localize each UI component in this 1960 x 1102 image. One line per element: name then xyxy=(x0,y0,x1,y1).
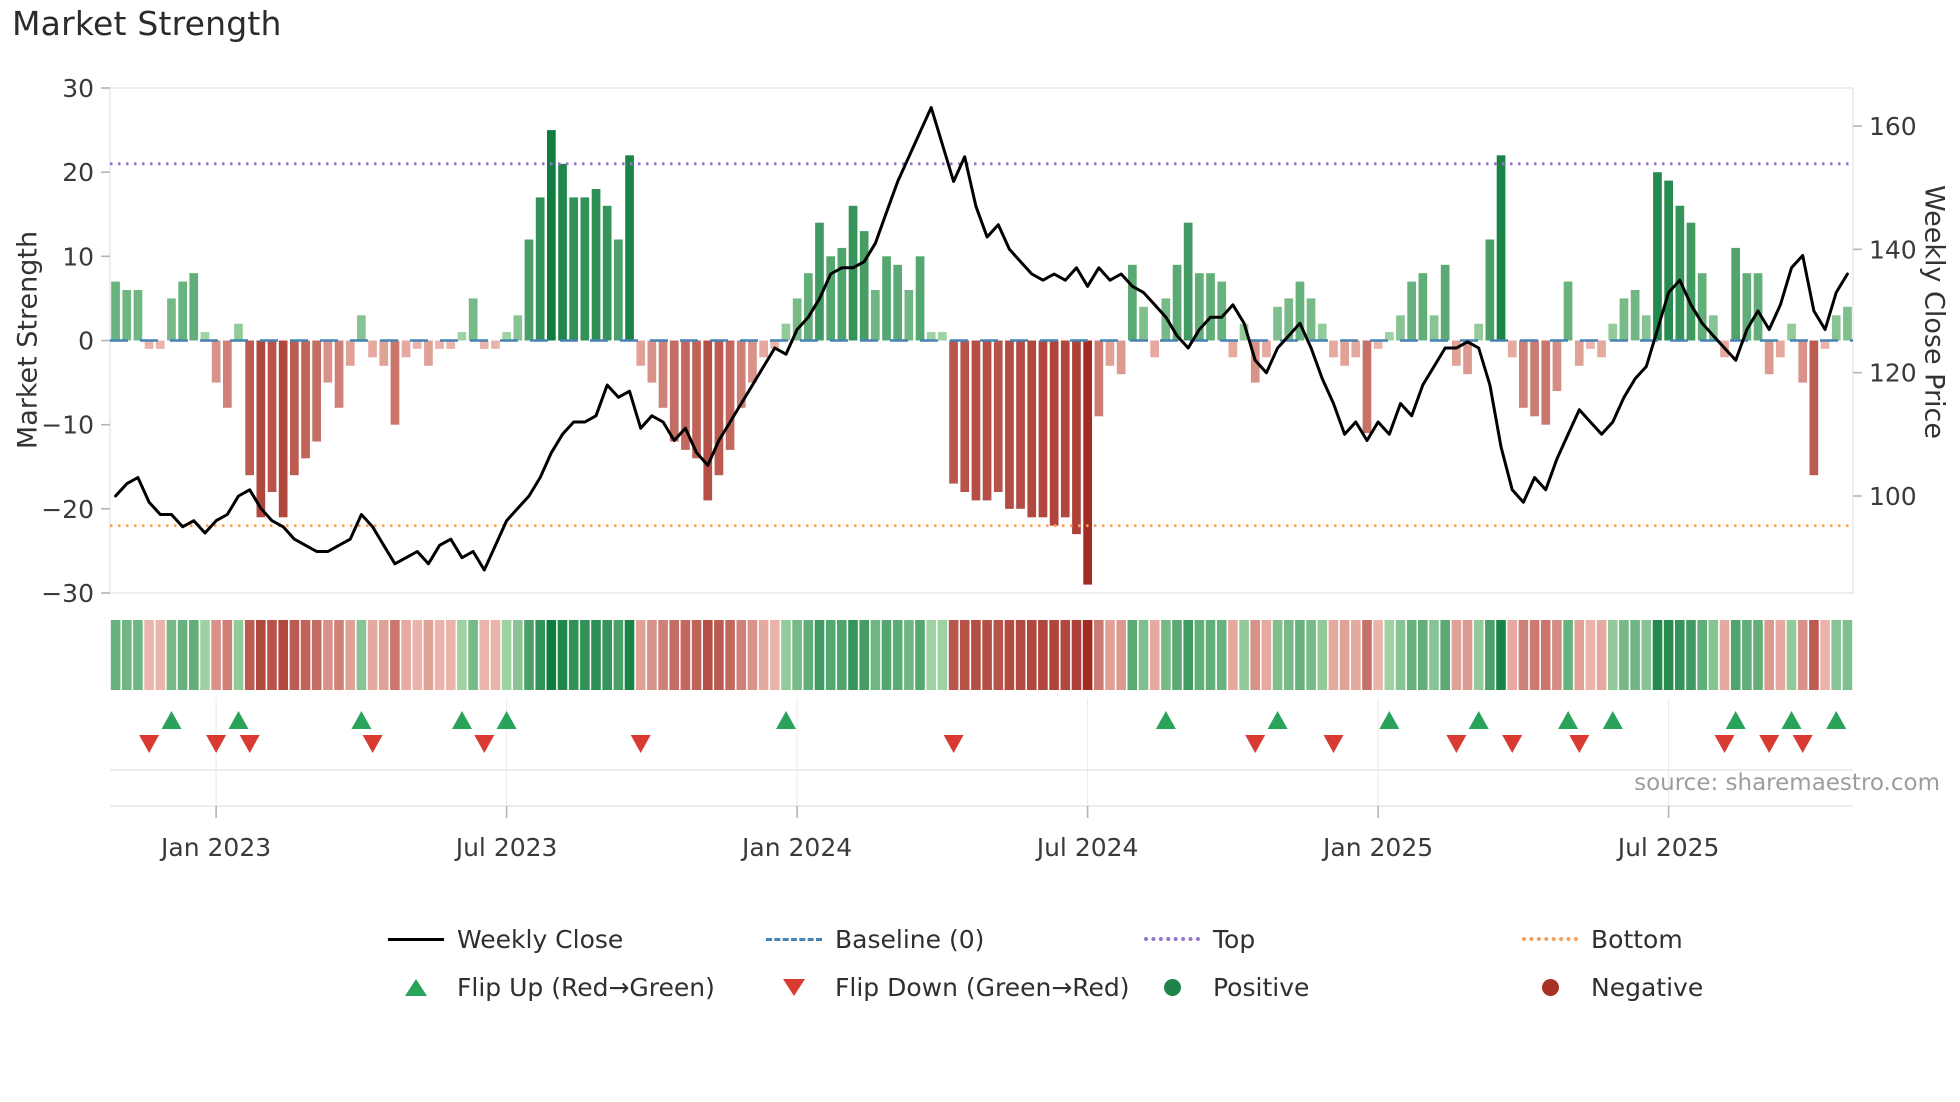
strength-heatmap xyxy=(110,620,1853,690)
legend-label-top: Top xyxy=(1213,924,1256,954)
legend-item-baseline: Baseline (0) xyxy=(764,918,1142,960)
right-axis-ticks: 160 140 120 100 xyxy=(1853,112,1917,511)
svg-text:Jan 2025: Jan 2025 xyxy=(1321,833,1433,862)
legend-item-top: Top xyxy=(1142,918,1520,960)
legend-label-flip-up: Flip Up (Red→Green) xyxy=(457,972,715,1002)
svg-text:120: 120 xyxy=(1869,359,1917,388)
legend-label-bottom: Bottom xyxy=(1591,924,1683,954)
source-attribution: source: sharemaestro.com xyxy=(1634,770,1940,796)
baseline-line-swatch xyxy=(766,937,822,941)
flip-down-markers xyxy=(139,735,1813,753)
legend-item-negative: Negative xyxy=(1520,966,1898,1008)
svg-text:10: 10 xyxy=(62,242,94,271)
svg-text:Jan 2023: Jan 2023 xyxy=(159,833,271,862)
legend-label-positive: Positive xyxy=(1213,972,1310,1002)
svg-text:−30: −30 xyxy=(41,579,94,608)
svg-text:0: 0 xyxy=(78,327,94,356)
svg-text:160: 160 xyxy=(1869,112,1917,141)
svg-text:Jul 2025: Jul 2025 xyxy=(1616,833,1720,862)
legend-item-weekly-close: Weekly Close xyxy=(386,918,764,960)
page-title: Market Strength xyxy=(12,4,282,43)
svg-text:140: 140 xyxy=(1869,235,1917,264)
negative-dot-icon xyxy=(1541,978,1559,996)
chart-legend: Weekly Close Baseline (0) Top Bottom Fli… xyxy=(386,918,1898,1008)
legend-label-weekly-close: Weekly Close xyxy=(457,924,624,954)
flip-up-triangle-icon xyxy=(405,978,427,996)
left-axis-ticks: 30 20 10 0 −10 −20 −30 xyxy=(41,74,110,608)
svg-text:Jul 2023: Jul 2023 xyxy=(454,833,558,862)
positive-dot-icon xyxy=(1163,978,1181,996)
flip-up-markers xyxy=(161,711,1847,729)
legend-label-baseline: Baseline (0) xyxy=(835,924,985,954)
svg-text:100: 100 xyxy=(1869,482,1917,511)
legend-item-flip-down: Flip Down (Green→Red) xyxy=(764,966,1142,1008)
legend-label-negative: Negative xyxy=(1591,972,1704,1002)
top-line-swatch xyxy=(1144,937,1200,941)
svg-text:Jan 2024: Jan 2024 xyxy=(740,833,852,862)
marker-band-grid xyxy=(110,698,1853,807)
svg-text:−20: −20 xyxy=(41,495,94,524)
x-axis-ticks: Jan 2023 Jul 2023 Jan 2024 Jul 2024 Jan 2025… xyxy=(159,806,1719,862)
svg-text:−10: −10 xyxy=(41,411,94,440)
svg-text:Jul 2024: Jul 2024 xyxy=(1035,833,1139,862)
legend-item-bottom: Bottom xyxy=(1520,918,1898,960)
bottom-line-swatch xyxy=(1522,937,1578,941)
weekly-close-line xyxy=(114,106,1849,572)
legend-item-flip-up: Flip Up (Red→Green) xyxy=(386,966,764,1008)
flip-down-triangle-icon xyxy=(783,978,805,996)
weekly-close-line-swatch xyxy=(388,937,444,941)
svg-text:30: 30 xyxy=(62,74,94,103)
legend-item-positive: Positive xyxy=(1142,966,1520,1008)
svg-text:20: 20 xyxy=(62,158,94,187)
legend-label-flip-down: Flip Down (Green→Red) xyxy=(835,972,1130,1002)
